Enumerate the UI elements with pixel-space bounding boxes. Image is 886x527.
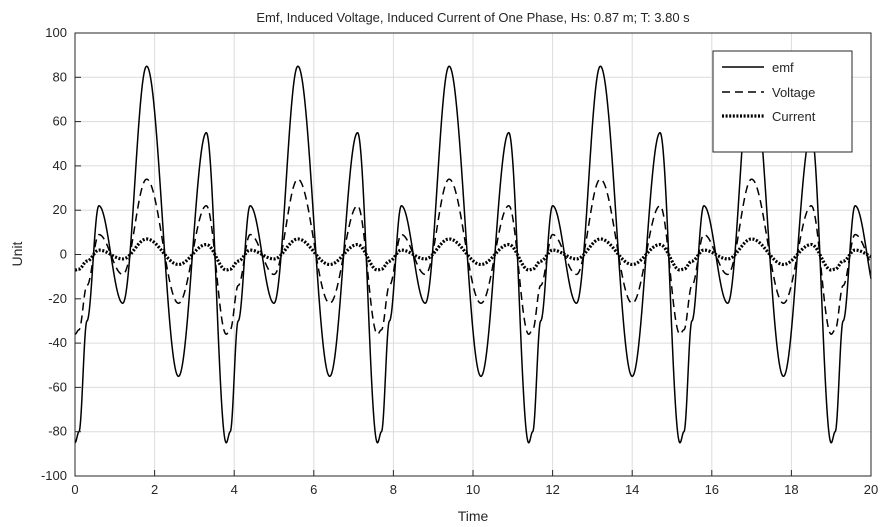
y-tick-label: -100 xyxy=(41,468,67,483)
y-axis-label: Unit xyxy=(9,241,25,266)
y-tick-label: 60 xyxy=(53,114,67,129)
series-line-current xyxy=(73,237,873,272)
series-layer xyxy=(73,65,873,444)
x-axis-label: Time xyxy=(458,508,489,524)
x-tick-label: 4 xyxy=(231,482,238,497)
y-tick-label: 40 xyxy=(53,158,67,173)
legend-label-current: Current xyxy=(772,109,816,124)
legend-label-voltage: Voltage xyxy=(772,85,815,100)
x-tick-label: 0 xyxy=(71,482,78,497)
y-tick-label: -80 xyxy=(48,424,67,439)
x-tick-label: 6 xyxy=(310,482,317,497)
y-tick-label: -20 xyxy=(48,291,67,306)
y-tick-label: -60 xyxy=(48,379,67,394)
y-tick-label: 20 xyxy=(53,202,67,217)
x-tick-label: 8 xyxy=(390,482,397,497)
legend: emf Voltage Current xyxy=(712,50,853,153)
series-line-emf xyxy=(74,65,872,444)
x-tick-label: 12 xyxy=(545,482,559,497)
x-tick-label: 18 xyxy=(784,482,798,497)
series-line-voltage xyxy=(74,178,872,335)
x-tick-label: 20 xyxy=(864,482,878,497)
x-axis: 0 2 4 6 8 10 12 14 16 18 20 xyxy=(71,470,878,497)
y-tick-label: 80 xyxy=(53,69,67,84)
x-tick-label: 2 xyxy=(151,482,158,497)
y-tick-label: -40 xyxy=(48,335,67,350)
x-tick-label: 14 xyxy=(625,482,639,497)
x-tick-label: 10 xyxy=(466,482,480,497)
legend-label-emf: emf xyxy=(772,60,794,75)
y-tick-label: 100 xyxy=(45,25,67,40)
chart-title: Emf, Induced Voltage, Induced Current of… xyxy=(256,10,690,25)
y-tick-label: 0 xyxy=(60,247,67,262)
y-axis: -100 -80 -60 -40 -20 0 20 40 60 80 100 xyxy=(41,25,81,483)
legend-box xyxy=(712,50,853,153)
x-tick-label: 16 xyxy=(705,482,719,497)
